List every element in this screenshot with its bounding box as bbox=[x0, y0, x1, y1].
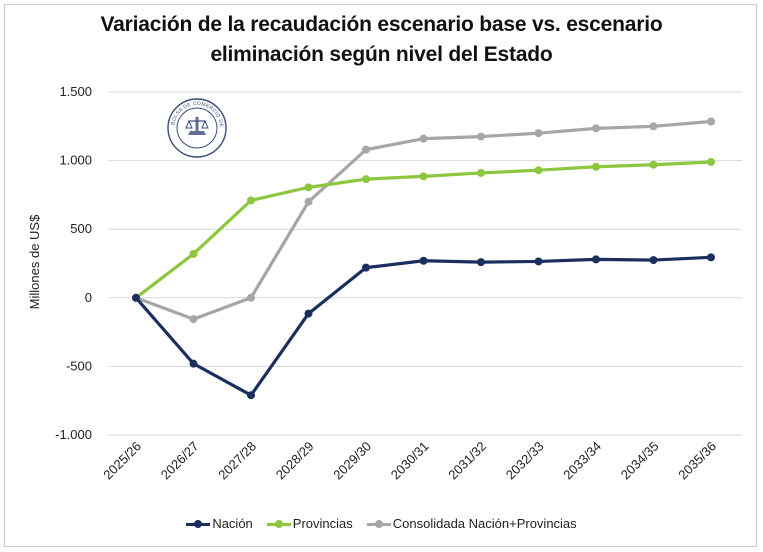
legend-item: Nación bbox=[186, 516, 253, 531]
y-axis-label: Millones de US$ bbox=[27, 214, 42, 309]
chart-title-line-2: eliminación según nivel del Estado bbox=[210, 43, 553, 66]
chart-title: Variación de la recaudación escenario ba… bbox=[0, 10, 763, 70]
data-point bbox=[247, 196, 255, 205]
data-point bbox=[247, 391, 255, 400]
data-point bbox=[362, 145, 370, 154]
x-axis-ticks: 2025/26 2026/27 2027/28 2028/29 2029/30 2030/… bbox=[100, 439, 719, 483]
data-point bbox=[304, 183, 313, 192]
data-point bbox=[707, 253, 715, 262]
data-point bbox=[132, 293, 140, 302]
legend-swatch-icon bbox=[366, 519, 391, 529]
chart-title-line-1: Variación de la recaudación escenario ba… bbox=[100, 13, 663, 36]
series-line bbox=[134, 119, 713, 321]
y-axis-ticks: -1.000 -500 0 500 1.000 1.500 bbox=[55, 84, 92, 442]
data-point bbox=[362, 263, 370, 272]
legend-swatch-icon bbox=[186, 519, 211, 529]
x-tick-label: 2032/33 bbox=[503, 439, 547, 483]
series-consolidada bbox=[132, 117, 715, 324]
legend-item: Provincias bbox=[266, 516, 353, 531]
data-point bbox=[304, 197, 313, 206]
x-tick-label: 2028/29 bbox=[273, 439, 317, 483]
data-point bbox=[419, 256, 428, 265]
x-tick-label: 2034/35 bbox=[618, 439, 662, 483]
series-lines bbox=[132, 117, 715, 400]
data-point bbox=[649, 122, 658, 131]
data-point bbox=[592, 255, 600, 264]
x-tick-label: 2029/30 bbox=[330, 439, 374, 483]
y-tick-label: 500 bbox=[70, 221, 92, 236]
data-point bbox=[362, 175, 370, 184]
x-tick-label: 2025/26 bbox=[100, 439, 144, 483]
x-tick-label: 2031/32 bbox=[445, 439, 489, 483]
data-point bbox=[534, 166, 543, 175]
data-point bbox=[304, 309, 313, 318]
data-point bbox=[534, 129, 543, 138]
legend-swatch-icon bbox=[266, 519, 291, 529]
series-line bbox=[134, 255, 713, 397]
gridlines bbox=[108, 91, 742, 436]
data-point bbox=[649, 256, 658, 265]
x-tick-label: 2026/27 bbox=[158, 439, 202, 483]
x-tick-label: 2030/31 bbox=[388, 439, 432, 483]
bolsa-de-comercio-seal-logo: BOLSA DE COMERCIO DE ROSARIO bbox=[166, 97, 227, 158]
data-point bbox=[247, 293, 255, 302]
series-line bbox=[134, 160, 713, 300]
data-point bbox=[419, 172, 428, 181]
x-tick-label: 2027/28 bbox=[215, 439, 259, 483]
data-point bbox=[477, 168, 485, 177]
y-tick-label: 1.500 bbox=[59, 84, 92, 99]
data-point bbox=[592, 162, 600, 171]
legend-label: Nación bbox=[212, 516, 253, 531]
series-nacion bbox=[132, 253, 715, 400]
chart-legend: Nación Provincias Consolidada Nación+Provi… bbox=[0, 516, 763, 531]
data-point bbox=[707, 157, 715, 166]
legend-item: Consolidada Nación+Provincias bbox=[366, 516, 577, 531]
chart-frame bbox=[4, 4, 757, 547]
legend-label: Consolidada Nación+Provincias bbox=[392, 516, 577, 531]
data-point bbox=[477, 258, 485, 267]
y-tick-label: -500 bbox=[66, 358, 92, 373]
y-tick-label: 0 bbox=[85, 290, 92, 305]
data-point bbox=[419, 134, 428, 143]
data-point bbox=[189, 359, 198, 368]
data-point bbox=[189, 249, 198, 258]
y-tick-label: -1.000 bbox=[55, 427, 92, 442]
data-point bbox=[189, 315, 198, 324]
x-tick-label: 2033/34 bbox=[560, 439, 604, 483]
y-tick-label: 1.000 bbox=[59, 153, 92, 168]
data-point bbox=[707, 117, 715, 126]
data-point bbox=[477, 132, 485, 141]
x-tick-label: 2035/36 bbox=[675, 439, 719, 483]
data-point bbox=[534, 257, 543, 266]
data-point bbox=[649, 160, 658, 169]
data-point bbox=[592, 124, 600, 133]
legend-label: Provincias bbox=[292, 516, 353, 531]
series-provincias bbox=[132, 157, 715, 302]
